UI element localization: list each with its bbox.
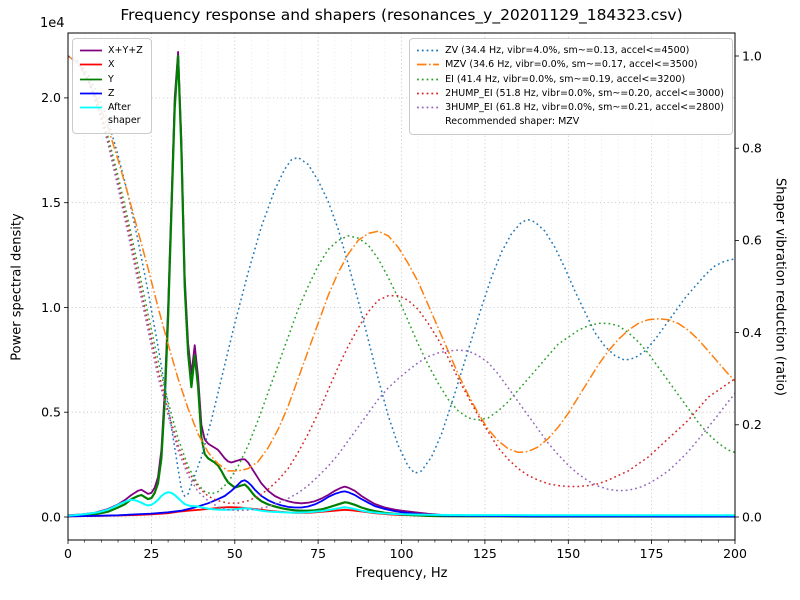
legend-item-z: Z <box>79 87 143 100</box>
legend-item-2hump-ei: 2HUMP_EI (51.8 Hz, vibr=0.0%, sm~=0.20, … <box>416 87 724 100</box>
left-y-axis-label: Power spectral density <box>9 213 25 361</box>
series-after-shaper <box>67 491 735 517</box>
legend-item-mzv: MZV (34.6 Hz, vibr=0.0%, sm~=0.17, accel… <box>416 58 724 71</box>
x-tick-label: 125 <box>473 546 497 561</box>
legend-line-xyz <box>79 44 103 55</box>
x-tick-label: 0 <box>64 546 72 561</box>
x-axis-label: Frequency, Hz <box>355 566 448 581</box>
legend-item-3hump-ei: 3HUMP_EI (61.8 Hz, vibr=0.0%, sm~=0.21, … <box>416 101 724 114</box>
left-y-tick-label: 0.5 <box>41 405 61 420</box>
y-axis-multiplier: 1e4 <box>40 16 65 31</box>
legend-line-zv <box>416 44 440 55</box>
legend-item-x: X <box>79 58 143 71</box>
series-xyz <box>67 51 735 518</box>
left-y-tick-label: 1.5 <box>41 195 61 210</box>
legend-line-2hump-ei <box>416 87 440 98</box>
left-y-tick-label: 1.0 <box>41 300 61 315</box>
legend-label-2hump-ei: 2HUMP_EI (51.8 Hz, vibr=0.0%, sm~=0.20, … <box>445 87 724 99</box>
legend-item-xyz: X+Y+Z <box>79 44 143 57</box>
legend-label-z: Z <box>108 87 115 99</box>
x-tick-label: 175 <box>640 546 664 561</box>
left-y-tick-label: 2.0 <box>41 90 61 105</box>
legend-item-after-shaper: After shaper <box>79 101 143 128</box>
legend-line-3hump-ei <box>416 101 440 112</box>
x-tick-label: 25 <box>143 546 159 561</box>
legend-label-zv: ZV (34.4 Hz, vibr=4.0%, sm~=0.13, accel<… <box>445 45 690 56</box>
legend-item-recommendation: Recommended shaper: MZV <box>416 115 724 128</box>
legend-line-y <box>79 73 103 84</box>
right-y-axis-label: Shaper vibration reduction (ratio) <box>772 178 788 396</box>
legend-line-after-shaper <box>79 101 103 112</box>
x-tick-label: 75 <box>310 546 326 561</box>
legend-item-zv: ZV (34.4 Hz, vibr=4.0%, sm~=0.13, accel<… <box>416 44 724 57</box>
x-tick-label: 50 <box>227 546 243 561</box>
legend-label-after-shaper: After shaper <box>108 102 141 127</box>
legend-label-mzv: MZV (34.6 Hz, vibr=0.0%, sm~=0.17, accel… <box>445 59 698 71</box>
legend-item-ei: EI (41.4 Hz, vibr=0.0%, sm~=0.19, accel<… <box>416 73 724 86</box>
series-mzv <box>67 55 736 472</box>
legend-label-y: Y <box>108 73 114 85</box>
left-y-tick-label: 0.0 <box>41 509 61 524</box>
right-y-tick-label: 0.0 <box>742 509 762 524</box>
series-3hump-ei <box>67 55 736 512</box>
right-y-tick-label: 0.4 <box>742 325 762 340</box>
x-tick-label: 100 <box>390 546 414 561</box>
legend-line-ei <box>416 73 440 84</box>
chart-title: Frequency response and shapers (resonanc… <box>120 6 683 24</box>
legend-item-y: Y <box>79 73 143 86</box>
right-y-tick-label: 0.2 <box>742 417 762 432</box>
series-zv <box>67 55 736 497</box>
legend-line-x <box>79 58 103 69</box>
series-2hump-ei <box>67 55 736 504</box>
right-y-tick-label: 1.0 <box>742 48 762 63</box>
legend-label-x: X <box>108 59 115 71</box>
x-tick-label: 200 <box>723 546 747 561</box>
legend-label-xyz: X+Y+Z <box>108 45 143 56</box>
legend-label-3hump-ei: 3HUMP_EI (61.8 Hz, vibr=0.0%, sm~=0.21, … <box>445 102 724 114</box>
psd-legend: X+Y+Z X Y Z After shaper <box>72 38 152 134</box>
shaper-legend: ZV (34.4 Hz, vibr=4.0%, sm~=0.13, accel<… <box>409 38 733 135</box>
legend-line-z <box>79 87 103 98</box>
right-y-tick-label: 0.8 <box>742 141 762 156</box>
legend-label-ei: EI (41.4 Hz, vibr=0.0%, sm~=0.19, accel<… <box>445 73 686 85</box>
legend-label-recommendation: Recommended shaper: MZV <box>445 116 580 128</box>
series-y <box>67 54 735 518</box>
legend-spacer <box>416 115 440 117</box>
x-tick-label: 150 <box>556 546 580 561</box>
right-y-tick-label: 0.6 <box>742 233 762 248</box>
legend-line-mzv <box>416 58 440 69</box>
